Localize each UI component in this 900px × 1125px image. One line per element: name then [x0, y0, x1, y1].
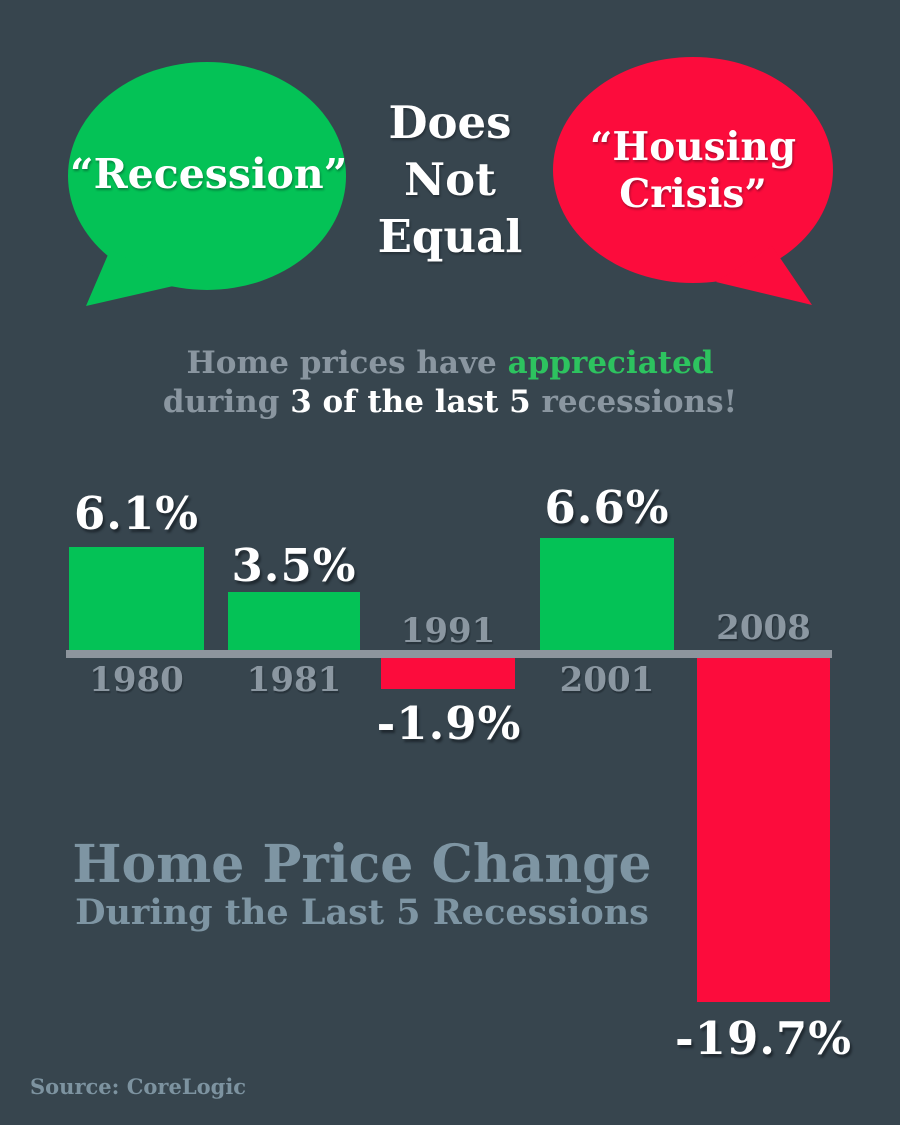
tagline-line1-prefix: Home prices have: [186, 345, 508, 381]
year-label-2001: 2001: [559, 660, 655, 700]
speech-bubbles-graphic: [68, 57, 833, 306]
tagline-line2-suffix: recessions!: [530, 384, 738, 420]
recession-bubble-tail: [86, 250, 182, 306]
bar-2001: [540, 538, 674, 650]
tagline-line-1: Home prices have appreciated: [0, 344, 900, 383]
bar-1980: [69, 547, 204, 650]
tagline-line-2: during 3 of the last 5 recessions!: [0, 383, 900, 422]
source-credit: Source: CoreLogic: [30, 1074, 247, 1099]
tagline: Home prices have appreciated during 3 of…: [0, 344, 900, 422]
year-label-1980: 1980: [89, 660, 184, 700]
value-label-1981: 3.5%: [231, 539, 357, 592]
value-label-2008: -19.7%: [674, 1012, 853, 1065]
year-label-2008: 2008: [716, 608, 811, 648]
tagline-line2-highlight: 3 of the last 5: [290, 384, 531, 420]
recession-bubble-body: [68, 62, 346, 290]
bar-1991: [381, 658, 515, 689]
chart-subtitle: During the Last 5 Recessions: [75, 892, 649, 933]
bar-2008: [697, 658, 830, 1002]
recession-speech-bubble-icon: [68, 62, 346, 306]
tagline-line2-prefix: during: [162, 384, 291, 420]
tagline-line1-highlight: appreciated: [507, 345, 714, 381]
housing-crisis-bubble-label: “Housing Crisis”: [589, 124, 797, 217]
x-axis-baseline: [66, 650, 832, 658]
housing-bubble-body: [553, 57, 833, 283]
recession-bubble-label: “Recession”: [70, 150, 348, 198]
value-label-2001: 6.6%: [544, 481, 670, 534]
chart-title: Home Price Change: [72, 834, 652, 895]
housing-bubble-tail: [716, 246, 812, 305]
value-label-1991: -1.9%: [376, 697, 522, 750]
value-label-1980: 6.1%: [73, 487, 200, 540]
bar-1981: [228, 592, 360, 650]
housing-crisis-speech-bubble-icon: [553, 57, 833, 305]
does-not-equal-text: Does Not Equal: [377, 96, 523, 263]
year-label-1981: 1981: [246, 660, 342, 700]
year-label-1991: 1991: [400, 611, 496, 651]
